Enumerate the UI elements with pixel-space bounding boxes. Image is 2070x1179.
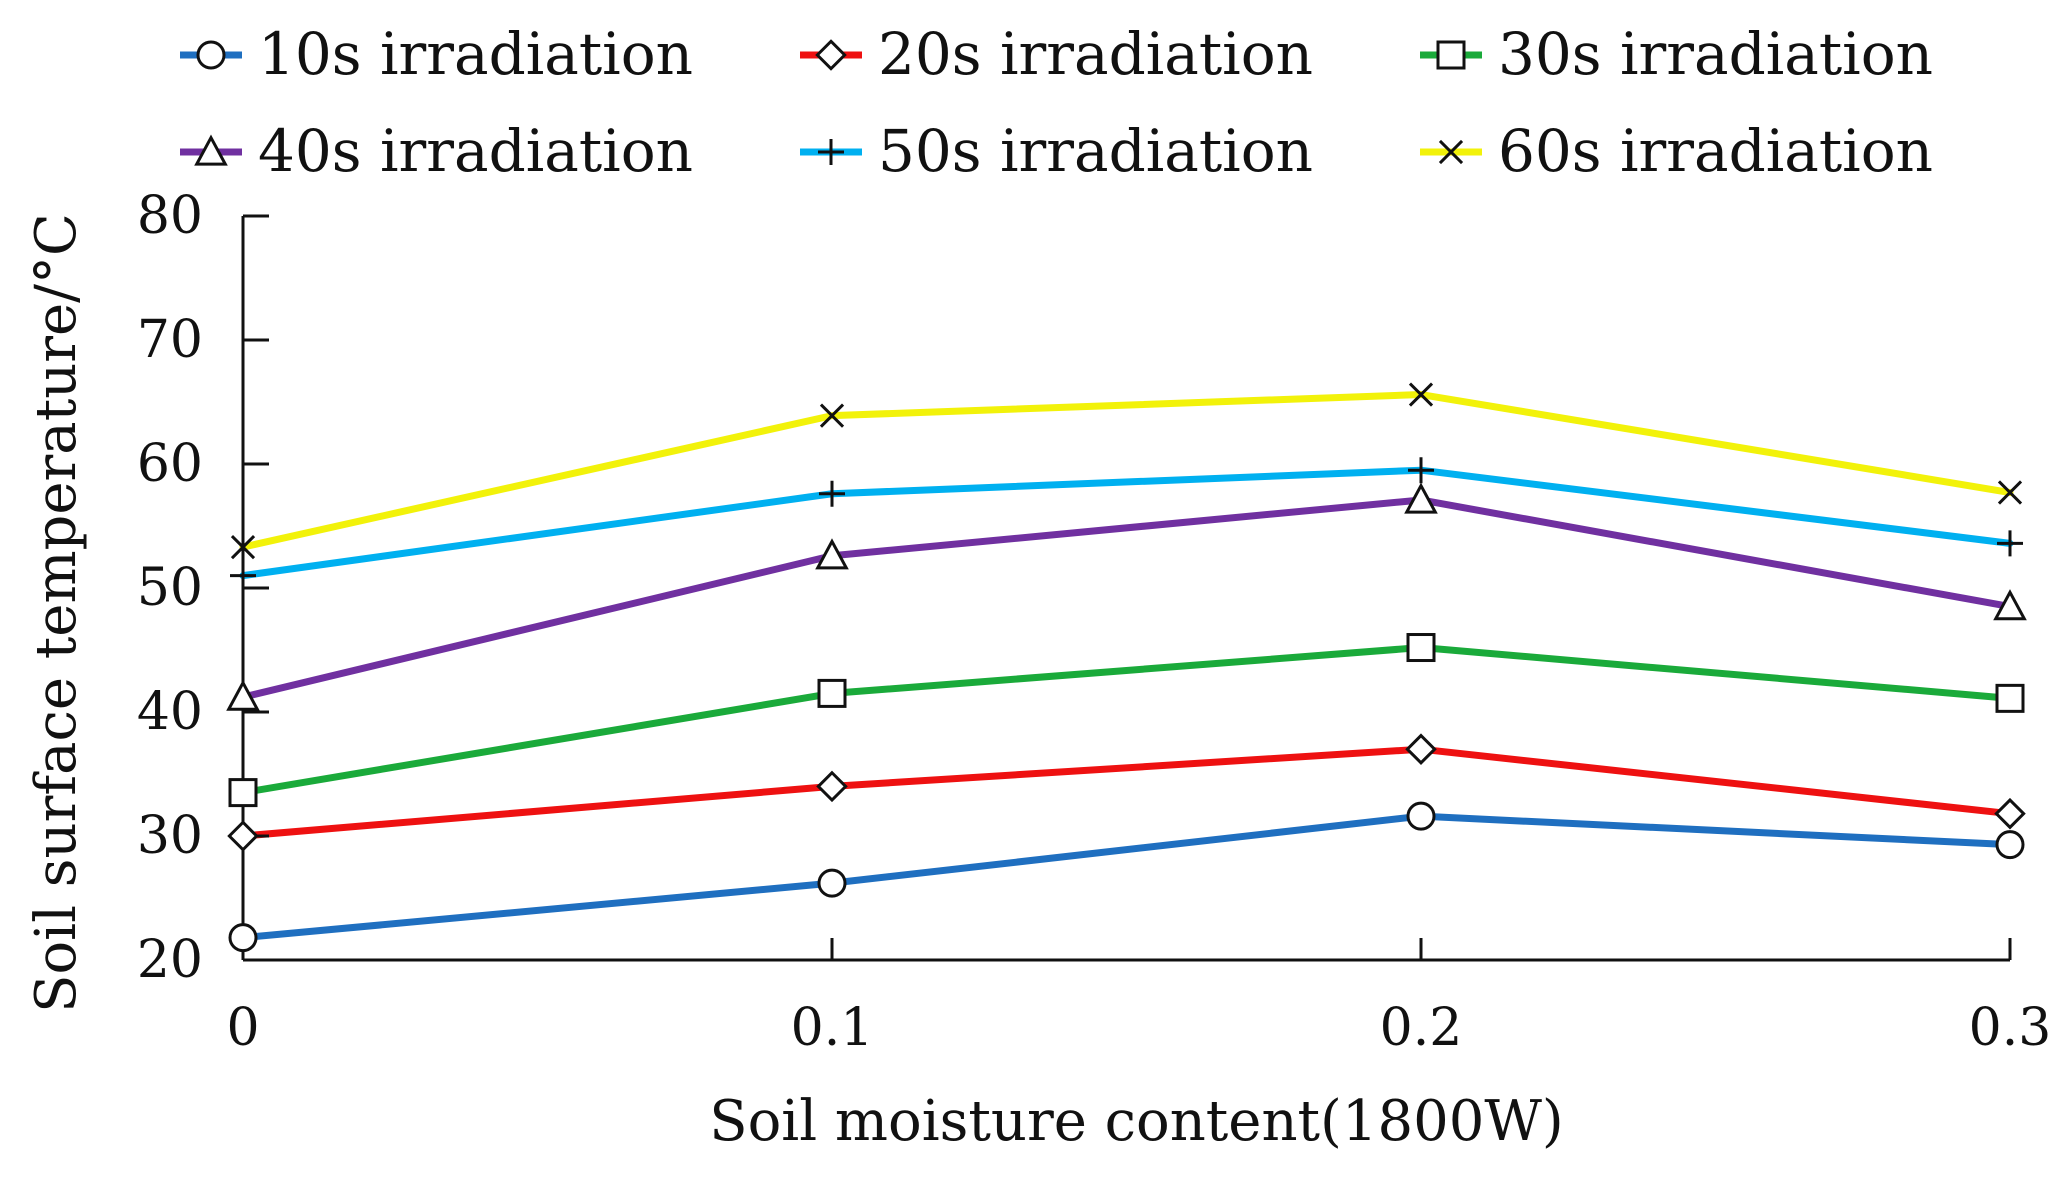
data-point-marker <box>226 679 260 711</box>
data-point-marker <box>230 562 256 589</box>
data-point-marker <box>227 820 259 852</box>
y-tick-label: 60 <box>137 434 203 494</box>
data-point-marker <box>1995 683 2025 713</box>
x-ticks: 0 0.1 0.2 0.3 <box>226 938 2051 1058</box>
y-tick-label: 30 <box>137 806 203 866</box>
data-point-marker <box>816 770 848 803</box>
legend-marker <box>1436 40 1466 70</box>
legend-label: 60s irradiation <box>1498 117 1933 185</box>
data-point-marker <box>230 534 256 560</box>
legend-label: 20s irradiation <box>878 20 1313 88</box>
series-markers <box>226 382 2027 953</box>
y-tick-label: 70 <box>137 310 203 370</box>
data-point-marker <box>1997 480 2023 505</box>
x-tick-label: 0.3 <box>1969 998 2052 1058</box>
x-tick-label: 0.1 <box>791 998 874 1058</box>
data-point-marker <box>228 923 258 953</box>
data-point-marker <box>1405 733 1437 765</box>
series-lines <box>239 391 2014 942</box>
y-ticks: 20 30 40 50 60 70 80 <box>137 186 269 990</box>
data-point-marker <box>1997 530 2023 557</box>
series-line-3 <box>239 644 2014 797</box>
data-point-marker <box>1408 382 1434 407</box>
legend-marker <box>1438 139 1464 165</box>
series-line-1 <box>239 812 2014 942</box>
series-line-5 <box>239 466 2014 580</box>
legend-marker <box>818 139 844 165</box>
x-tick-label: 0 <box>226 998 259 1058</box>
data-point-marker <box>1993 589 2027 621</box>
y-tick-label: 50 <box>137 558 203 618</box>
data-point-marker <box>1408 457 1434 484</box>
legend-item: 60s irradiation <box>1420 117 1933 185</box>
x-tick-label: 0.2 <box>1380 998 1463 1058</box>
data-point-marker <box>1404 482 1438 514</box>
legend-label: 10s irradiation <box>258 20 693 88</box>
data-point-marker <box>817 678 847 708</box>
y-axis-title: Soil surface temperature/°C <box>24 213 89 1013</box>
data-point-marker <box>819 480 845 507</box>
series-line-6 <box>239 391 2014 551</box>
data-point-marker <box>819 403 845 428</box>
data-point-marker <box>817 868 847 898</box>
data-point-marker <box>1995 830 2025 860</box>
legend-item: 40s irradiation <box>180 117 693 185</box>
legend-label: 50s irradiation <box>878 117 1313 185</box>
data-point-marker <box>1406 801 1436 831</box>
data-point-marker <box>228 778 258 808</box>
data-point-marker <box>1406 633 1436 663</box>
x-axis-title: Soil moisture content(1800W) <box>709 1089 1564 1154</box>
y-tick-label: 80 <box>137 186 203 246</box>
y-tick-label: 40 <box>137 682 203 742</box>
legend-label: 40s irradiation <box>258 117 693 185</box>
legend: 10s irradiation 20s irradiation 30s irradi… <box>180 20 1933 185</box>
y-tick-label: 20 <box>137 930 203 990</box>
data-point-marker <box>815 538 849 570</box>
legend-item: 30s irradiation <box>1420 20 1933 88</box>
legend-item: 20s irradiation <box>800 20 1313 88</box>
legend-marker <box>194 134 228 166</box>
series-line-2 <box>239 745 2014 840</box>
data-point-marker <box>1994 797 2026 830</box>
series-line-4 <box>239 496 2014 701</box>
legend-marker <box>815 39 847 71</box>
legend-item: 50s irradiation <box>800 117 1313 185</box>
legend-marker <box>196 40 226 70</box>
legend-item: 10s irradiation <box>180 20 693 88</box>
legend-label: 30s irradiation <box>1498 20 1933 88</box>
